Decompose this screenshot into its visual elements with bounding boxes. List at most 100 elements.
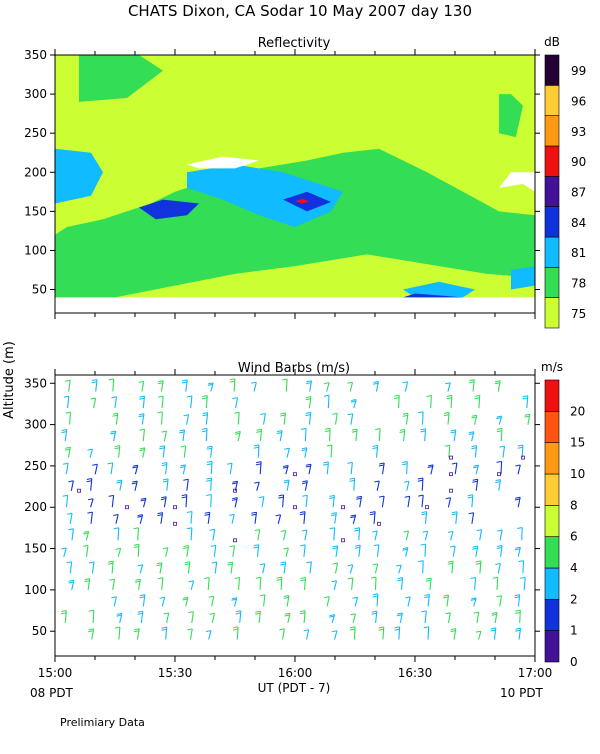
- colorbar-swatch: [544, 115, 560, 147]
- wind-barb: [491, 612, 498, 623]
- wind-barb: [417, 477, 424, 491]
- wind-barb: [64, 446, 71, 458]
- calm-marker: [293, 472, 297, 477]
- colorbar-swatch: [544, 567, 560, 600]
- wind-barb: [305, 411, 312, 425]
- wind-barb: [161, 462, 168, 475]
- wind-barb: [276, 576, 283, 590]
- wind-barb: [231, 597, 238, 607]
- wind-barb: [373, 544, 380, 557]
- wind-barb: [159, 445, 166, 458]
- wind-barb: [157, 380, 164, 392]
- reflectivity-gap: [499, 172, 535, 192]
- reflectivity-panel: Reflectivity 50 100 150 200 250 300 350 dB 75 78…: [24, 35, 586, 329]
- wind-barb: [110, 430, 117, 442]
- colorbar-label: 4: [570, 561, 578, 575]
- wind-barb: [211, 561, 218, 574]
- wind-barb: [496, 545, 503, 557]
- wind-barb: [131, 480, 138, 491]
- wind-barb: [116, 612, 123, 624]
- wind-barb: [229, 545, 236, 557]
- reflectivity-region-78db: [499, 94, 523, 138]
- wind-barb: [90, 397, 97, 409]
- reflectivity-y-axis: 50 100 150 200 250 300 350: [24, 48, 540, 297]
- wind-barb: [202, 412, 209, 425]
- wind-barb: [332, 562, 339, 574]
- wind-barb: [260, 413, 266, 425]
- wind-barb: [234, 411, 240, 425]
- wind-barb: [354, 527, 361, 541]
- wind-barb: [347, 413, 354, 425]
- calm-marker: [173, 521, 177, 526]
- wind-barb: [209, 528, 216, 541]
- wind-barb: [138, 413, 145, 425]
- colorbar-label: 1: [570, 624, 578, 638]
- wind-barb: [111, 396, 118, 409]
- wind-barb: [254, 481, 260, 491]
- wind-barb: [157, 512, 164, 524]
- wind-barb: [496, 415, 503, 425]
- wind-barb: [402, 547, 409, 557]
- wind-barb: [111, 596, 117, 607]
- wind-barb: [474, 394, 481, 409]
- wind-barb: [133, 527, 140, 541]
- x-right-corner-label: 10 PDT: [500, 686, 544, 700]
- wind-barb: [283, 479, 290, 491]
- wind-barb: [137, 610, 144, 623]
- wind-barb: [88, 609, 95, 623]
- wind-barb: [403, 480, 410, 491]
- wind-barb: [475, 630, 482, 640]
- wind-barb: [517, 444, 524, 458]
- colorbar-label: 87: [571, 186, 586, 200]
- wind-barb: [206, 494, 212, 508]
- colorbar-swatch: [544, 536, 560, 569]
- wind-barb: [108, 378, 115, 392]
- wind-barb: [280, 530, 287, 541]
- wind-barb: [446, 394, 453, 409]
- wind-barb: [354, 544, 361, 557]
- wind-barb: [161, 430, 168, 442]
- wind-barb: [471, 414, 478, 425]
- wind-barb: [208, 595, 215, 607]
- wind-barb: [62, 494, 69, 508]
- wind-barb: [447, 530, 454, 541]
- wind-barb: [497, 529, 503, 541]
- wind-barb: [324, 596, 330, 607]
- wind-barb: [331, 512, 337, 524]
- wind-barb: [303, 629, 310, 640]
- wind-barb: [302, 480, 308, 491]
- wind-barb: [87, 511, 93, 524]
- wind-barb: [515, 464, 521, 475]
- wind-barb: [305, 396, 312, 409]
- wind-barb: [329, 494, 335, 508]
- wind-barb: [396, 564, 402, 574]
- colorbar-swatch: [544, 267, 560, 298]
- wind-speed-colorbar: m/s 0 1 2 4 6 8 10 15 20: [541, 360, 585, 669]
- calm-marker: [425, 505, 429, 510]
- wind-barb: [329, 527, 336, 541]
- colorbar-label: 10: [570, 467, 585, 481]
- wind-barb: [450, 429, 457, 442]
- wind-barb: [88, 561, 95, 574]
- wind-barb: [255, 576, 262, 590]
- wind-barb: [492, 576, 499, 590]
- calm-marker: [125, 505, 129, 510]
- wind-barb: [139, 594, 146, 607]
- wind-barb: [183, 545, 190, 557]
- wind-barb: [179, 429, 186, 442]
- wind-barb: [133, 628, 140, 640]
- wind-barb: [349, 626, 356, 640]
- wind-barb: [132, 464, 139, 475]
- wind-barb: [496, 595, 503, 607]
- wind-barb: [350, 399, 357, 409]
- reflectivity-region-78db: [79, 55, 163, 102]
- wind-barb: [259, 563, 266, 574]
- wind-barb: [186, 527, 193, 541]
- wind-barb: [115, 547, 122, 557]
- wind-barb: [162, 478, 169, 491]
- y-tick-label: 300: [24, 87, 47, 101]
- wind-barb: [227, 561, 234, 574]
- calm-marker: [449, 455, 453, 460]
- y-tick-label: 250: [24, 459, 47, 473]
